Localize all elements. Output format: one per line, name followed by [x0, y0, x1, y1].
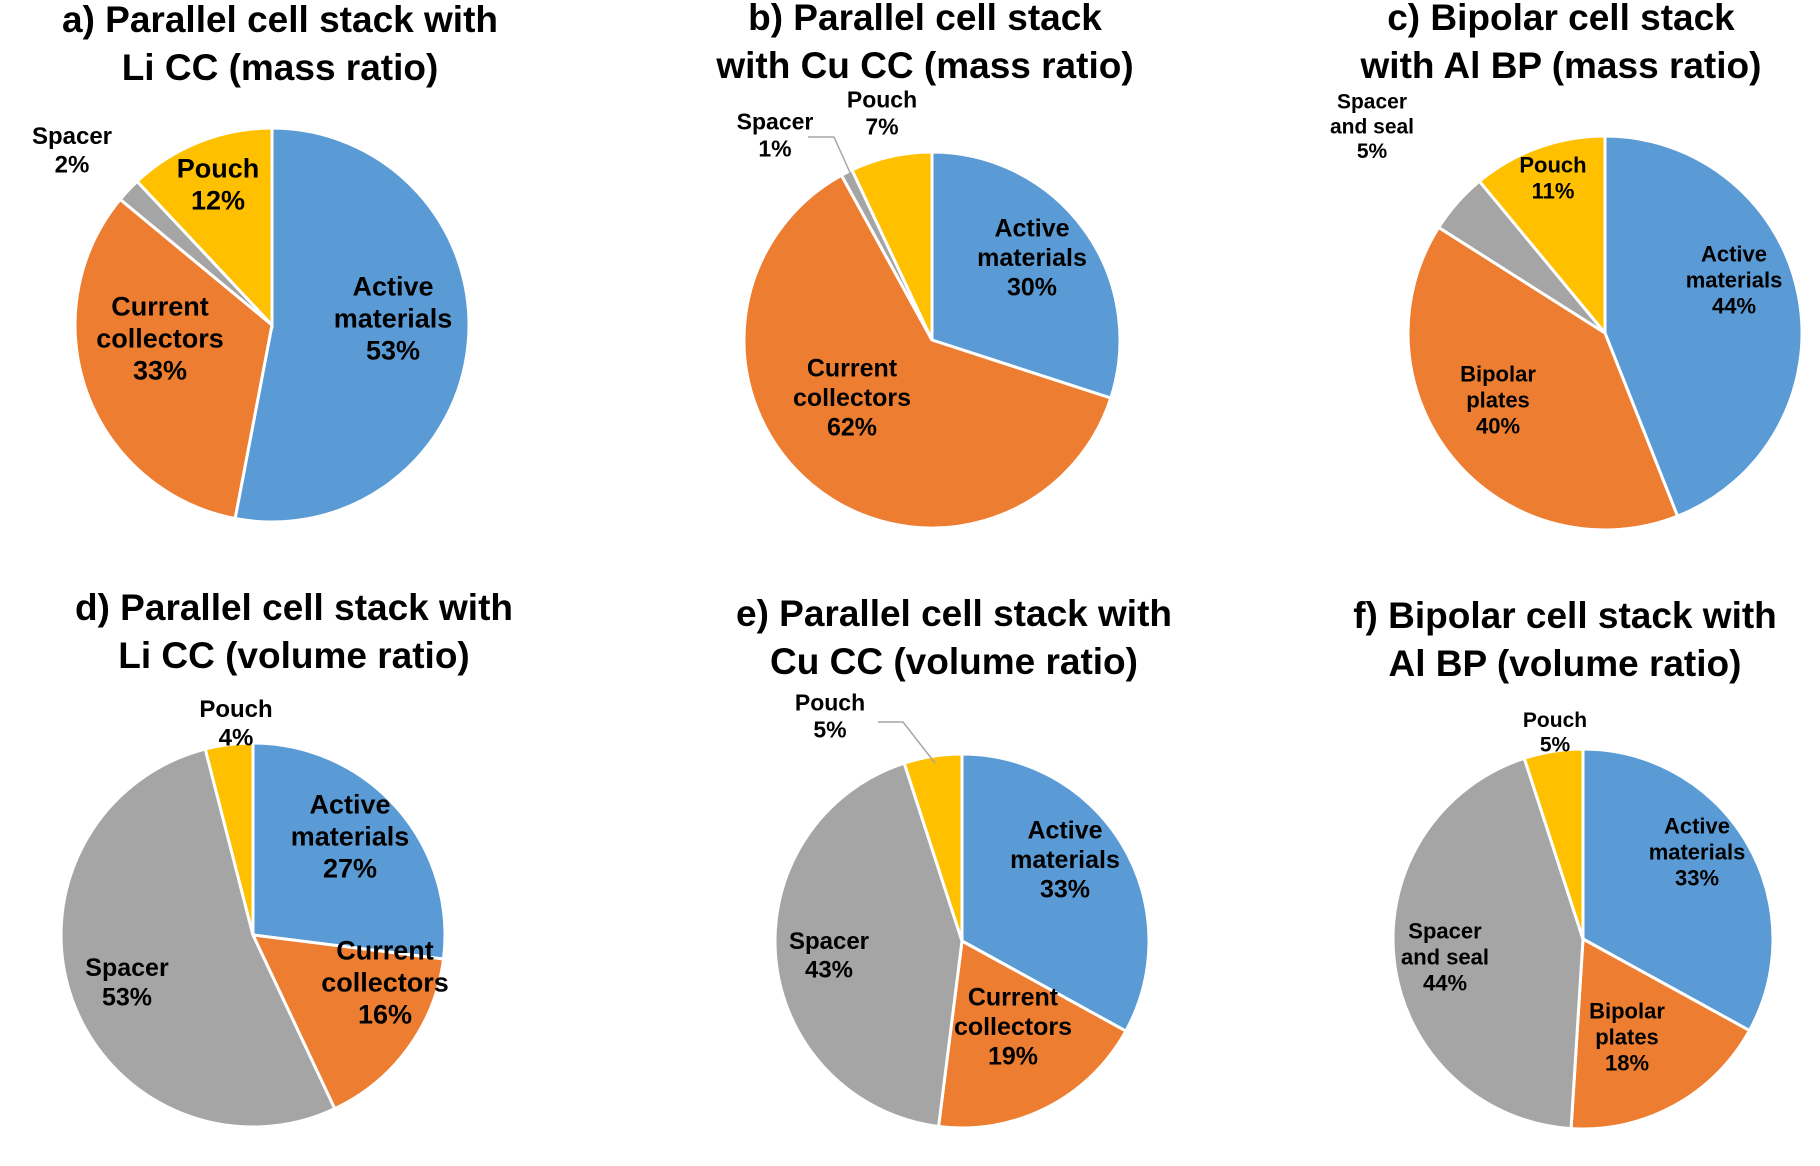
- pie-chart-e: e) Parallel cell stack with Cu CC (volume…: [736, 593, 1172, 1130]
- slice-label-pouch: Pouch 12%: [177, 154, 260, 216]
- pie-slice-cc: [742, 173, 1113, 530]
- chart-title-line: with Al BP (mass ratio): [1360, 45, 1762, 86]
- pie-slice-spacer: [59, 747, 337, 1129]
- slice-label-cc: Current collectors 16%: [321, 936, 449, 1030]
- slice-label-pouch: Pouch 11%: [1519, 153, 1586, 204]
- pie-chart-f: f) Bipolar cell stack with Al BP (volume …: [1353, 595, 1777, 1131]
- slice-label-cc: Current collectors 19%: [954, 983, 1072, 1070]
- pie-slice-cc: [1569, 936, 1752, 1131]
- pie-slice-active: [233, 126, 471, 524]
- slice-label-spacer: Spacer 1%: [737, 109, 814, 162]
- pie-chart-b: b) Parallel cell stack with Cu CC (mass r…: [715, 0, 1134, 530]
- slice-label-cc: Current collectors 62%: [793, 354, 911, 441]
- pie-slice-cc: [1406, 225, 1680, 532]
- pie-chart-d: d) Parallel cell stack with Li CC (volume…: [59, 587, 513, 1129]
- slice-label-active: Active materials 33%: [1649, 814, 1746, 891]
- pie-slice-pouch: [203, 741, 255, 936]
- pie-slice-pouch: [135, 126, 274, 329]
- pie-slice-spacer: [773, 761, 964, 1129]
- chart-title-line: b) Parallel cell stack: [748, 0, 1102, 38]
- chart-title-line: Cu CC (volume ratio): [770, 641, 1138, 682]
- slice-label-pouch: Pouch 5%: [795, 690, 865, 743]
- slice-label-spacer: Spacer 2%: [32, 123, 112, 178]
- slice-label-cc: Bipolar plates 40%: [1460, 362, 1536, 439]
- pie-chart-c: c) Bipolar cell stack with Al BP (mass ra…: [1330, 0, 1804, 532]
- leader-line-spacer: [808, 136, 853, 178]
- pie-chart-a: a) Parallel cell stack with Li CC (mass r…: [32, 0, 498, 524]
- chart-title-line: f) Bipolar cell stack with: [1353, 595, 1777, 636]
- chart-title-line: c) Bipolar cell stack: [1387, 0, 1735, 38]
- pie-slice-pouch: [849, 150, 934, 341]
- chart-title-line: d) Parallel cell stack with: [75, 587, 513, 628]
- pie-slice-active: [1603, 134, 1804, 519]
- slice-label-active: Active materials 53%: [334, 272, 453, 366]
- chart-title-line: Li CC (volume ratio): [118, 635, 470, 676]
- chart-title-line: e) Parallel cell stack with: [736, 593, 1172, 634]
- pie-slice-active: [930, 150, 1122, 400]
- slice-label-active: Active materials 30%: [977, 214, 1087, 301]
- leader-line-pouch: [878, 721, 936, 764]
- chart-title-line: Al BP (volume ratio): [1389, 643, 1742, 684]
- slice-label-active: Active materials 44%: [1686, 242, 1783, 319]
- slice-label-spacer: Spacer 53%: [85, 954, 169, 1012]
- pie-slice-pouch: [902, 752, 964, 942]
- pie-slice-pouch: [1522, 747, 1585, 940]
- slice-label-active: Active materials 27%: [291, 790, 410, 884]
- slice-label-cc: Bipolar plates 18%: [1589, 999, 1665, 1076]
- slice-label-pouch: Pouch 7%: [847, 87, 917, 140]
- pie-slice-active: [960, 752, 1151, 1034]
- chart-title-line: Li CC (mass ratio): [122, 47, 439, 88]
- slice-label-spacer: Spacer 43%: [789, 928, 869, 983]
- pie-slice-cc: [936, 938, 1128, 1130]
- pie-slice-cc: [250, 933, 446, 1111]
- slice-label-spacer: Spacer and seal 44%: [1401, 919, 1489, 996]
- pie-slice-pouch: [1477, 134, 1607, 338]
- pie-slice-cc: [73, 197, 274, 521]
- chart-title-line: a) Parallel cell stack with: [62, 0, 498, 40]
- slice-label-active: Active materials 33%: [1010, 816, 1120, 903]
- pie-slice-active: [251, 741, 447, 961]
- slice-label-cc: Current collectors 33%: [96, 292, 224, 386]
- pie-slice-active: [1581, 747, 1775, 1033]
- slice-label-pouch: Pouch 4%: [199, 696, 272, 751]
- chart-title-line: with Cu CC (mass ratio): [715, 45, 1133, 86]
- pie-slice-spacer: [1391, 756, 1585, 1131]
- slice-label-pouch: Pouch 5%: [1523, 709, 1587, 757]
- slice-label-spacer: Spacer and seal 5%: [1330, 91, 1414, 164]
